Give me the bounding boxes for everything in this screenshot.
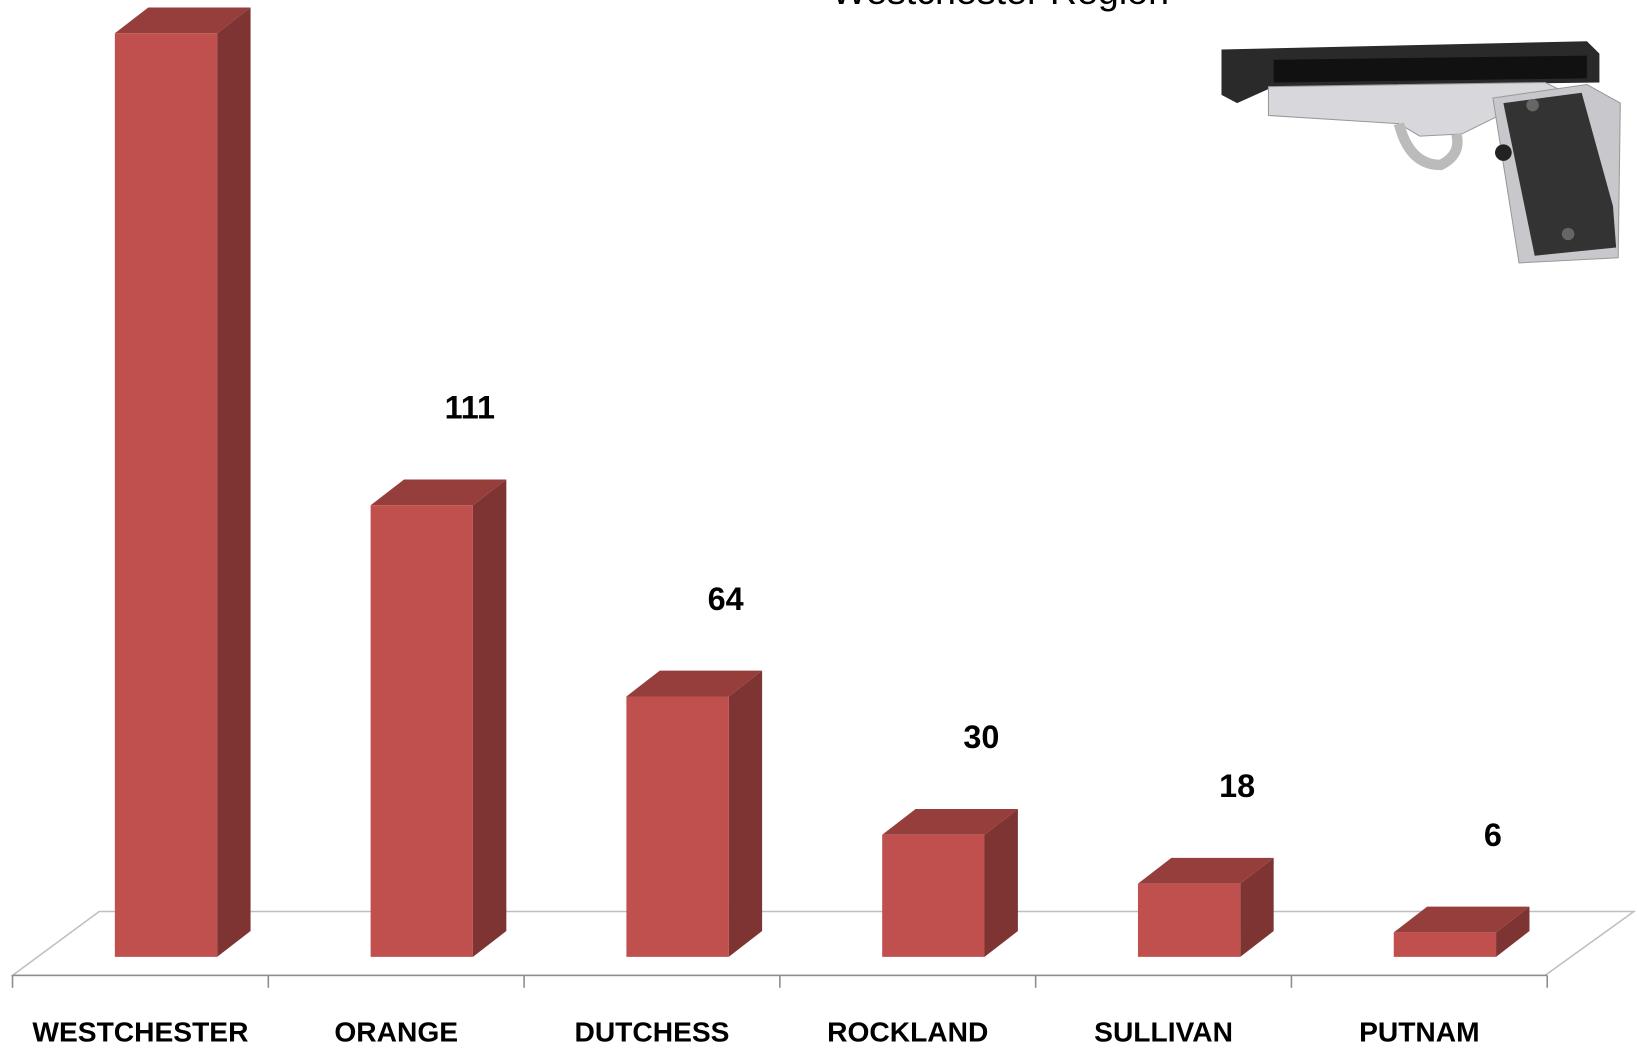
value-label: 111 bbox=[445, 390, 495, 426]
bar-face bbox=[1393, 932, 1497, 957]
bar-face bbox=[1240, 857, 1274, 957]
bar-face bbox=[626, 670, 763, 697]
bar-face bbox=[1393, 906, 1530, 933]
bar-face bbox=[370, 505, 473, 957]
bar-face bbox=[882, 834, 985, 957]
bar bbox=[1393, 906, 1530, 957]
bar bbox=[626, 670, 763, 957]
bar-face bbox=[728, 670, 763, 957]
chart-title: Westchester Region bbox=[831, 0, 1169, 12]
bar-face bbox=[1137, 883, 1241, 957]
bar-face bbox=[472, 479, 507, 957]
value-label: 30 bbox=[963, 719, 999, 755]
x-tick-label: ROCKLAND bbox=[827, 1017, 988, 1048]
bar-face bbox=[882, 808, 1018, 835]
bar bbox=[1137, 857, 1274, 957]
bar-face bbox=[217, 7, 251, 957]
pistol-illustration bbox=[1221, 41, 1621, 264]
x-tick-label: PUTNAM bbox=[1359, 1017, 1480, 1048]
bar-face bbox=[984, 808, 1018, 957]
value-label: 64 bbox=[708, 581, 744, 617]
bar bbox=[114, 7, 251, 957]
bar-face bbox=[114, 7, 251, 34]
x-tick-label: WESTCHESTER bbox=[32, 1017, 248, 1048]
bar-face bbox=[1496, 906, 1530, 957]
bar bbox=[370, 479, 507, 957]
bar-face bbox=[626, 696, 729, 957]
x-tick-label: SULLIVAN bbox=[1094, 1017, 1233, 1048]
x-tick-label: DUTCHESS bbox=[574, 1017, 729, 1048]
bar-face bbox=[370, 479, 507, 506]
value-label: 6 bbox=[1484, 817, 1502, 853]
bar-face bbox=[114, 33, 218, 957]
bar-face bbox=[1137, 857, 1274, 884]
bar bbox=[882, 808, 1018, 957]
floor bbox=[10, 910, 1637, 977]
value-label: 18 bbox=[1219, 768, 1255, 804]
x-tick-label: ORANGE bbox=[334, 1017, 458, 1048]
